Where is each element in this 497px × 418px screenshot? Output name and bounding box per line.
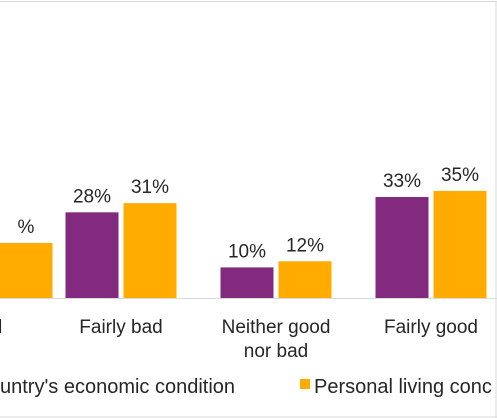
bar-2-2 xyxy=(123,203,177,298)
bar-1-3 xyxy=(220,267,274,298)
category-label-1: d xyxy=(0,317,2,338)
data-label-1-3: 10% xyxy=(228,241,266,262)
data-labels-layer: % 28% 31% 10% 12% 33% 35% xyxy=(18,165,480,263)
category-label-3-line-2: nor bad xyxy=(244,341,308,362)
bar-1-2 xyxy=(65,212,119,298)
data-label-1-2: 28% xyxy=(73,186,111,207)
data-label-2-3: 12% xyxy=(286,235,324,256)
category-label-4: Fairly good xyxy=(384,317,478,338)
data-label-2-2: 31% xyxy=(131,177,169,198)
legend-swatch-series-2 xyxy=(300,379,310,389)
category-label-3-line-1: Neither good xyxy=(222,317,331,338)
data-label-2-4: 35% xyxy=(441,165,479,186)
category-labels-layer: d Fairly bad Neither good nor bad Fairly goo… xyxy=(0,317,478,362)
category-label-2: Fairly bad xyxy=(79,317,162,338)
legend-label-series-2: Personal living conc xyxy=(314,376,492,398)
bars-layer xyxy=(0,190,487,298)
bar-2-3 xyxy=(278,261,332,298)
legend-label-series-1: untry's economic condition xyxy=(0,376,235,398)
bar-2-4 xyxy=(433,190,487,298)
bar-2-1 xyxy=(0,242,53,298)
data-label-2-1: % xyxy=(18,217,35,238)
legend: untry's economic condition Personal livi… xyxy=(0,376,492,398)
bar-1-4 xyxy=(375,197,429,298)
data-label-1-4: 33% xyxy=(383,171,421,192)
